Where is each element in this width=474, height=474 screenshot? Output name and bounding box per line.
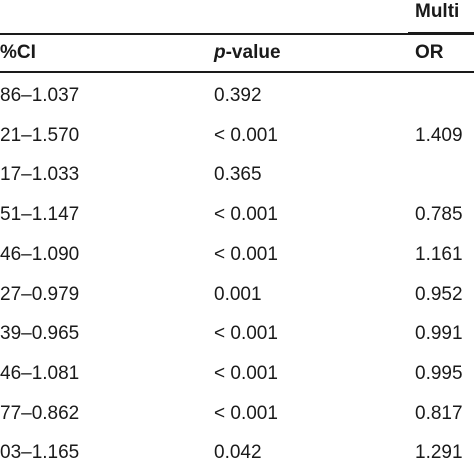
ci-cell: 21–1.570 — [0, 124, 80, 146]
or-cell: 1.409 — [415, 124, 463, 146]
or-cell: 1.161 — [415, 243, 463, 265]
ci-cell: 46–1.081 — [0, 362, 80, 384]
p-value-cell: < 0.001 — [214, 402, 278, 424]
or-column-header: OR — [415, 42, 444, 63]
p-value-cell: 0.365 — [214, 164, 262, 186]
ci-cell: 39–0.965 — [0, 323, 80, 345]
ci-cell: 17–1.033 — [0, 164, 80, 186]
or-cell: 0.991 — [415, 323, 463, 345]
p-value-cell: 0.392 — [214, 85, 262, 106]
table-top-rule — [0, 33, 474, 35]
table-row: 03–1.165 0.042 1.291 — [0, 433, 474, 473]
ci-cell: 51–1.147 — [0, 204, 80, 226]
table-row: 86–1.037 0.392 — [0, 76, 474, 116]
p-value-cell: 0.001 — [214, 283, 262, 305]
group-header-rule — [408, 32, 474, 34]
table-row: 46–1.090 < 0.001 1.161 — [0, 235, 474, 275]
p-value-cell: < 0.001 — [214, 243, 278, 265]
ci-column-header: %CI — [0, 42, 36, 63]
table-row: 21–1.570 < 0.001 1.409 — [0, 116, 474, 156]
p-value-cell: < 0.001 — [214, 124, 278, 146]
table-row: 27–0.979 0.001 0.952 — [0, 275, 474, 315]
p-value-header-italic: p — [214, 42, 226, 63]
or-cell: 0.995 — [415, 362, 463, 384]
or-cell: 0.952 — [415, 283, 463, 305]
p-value-cell: < 0.001 — [214, 204, 278, 226]
table-row: 51–1.147 < 0.001 0.785 — [0, 195, 474, 235]
ci-cell: 86–1.037 — [0, 85, 80, 106]
ci-cell: 27–0.979 — [0, 283, 80, 305]
table-row: 46–1.081 < 0.001 0.995 — [0, 354, 474, 394]
ci-cell: 46–1.090 — [0, 243, 80, 265]
or-cell: 0.785 — [415, 204, 463, 226]
p-value-cell: < 0.001 — [214, 323, 278, 345]
p-value-cell: < 0.001 — [214, 362, 278, 384]
table-row: 17–1.033 0.365 — [0, 155, 474, 195]
p-value-cell: 0.042 — [214, 442, 262, 464]
ci-cell: 77–0.862 — [0, 402, 80, 424]
table-row: 77–0.862 < 0.001 0.817 — [0, 394, 474, 434]
p-value-column-header: p-value — [214, 40, 281, 66]
or-cell: 1.291 — [415, 442, 463, 464]
header-bottom-rule — [0, 71, 474, 73]
ci-cell: 03–1.165 — [0, 442, 80, 464]
multivariate-group-header: Multi — [415, 1, 460, 22]
or-cell: 0.817 — [415, 402, 463, 424]
table-row: 39–0.965 < 0.001 0.991 — [0, 314, 474, 354]
p-value-header-suffix: -value — [225, 42, 281, 63]
